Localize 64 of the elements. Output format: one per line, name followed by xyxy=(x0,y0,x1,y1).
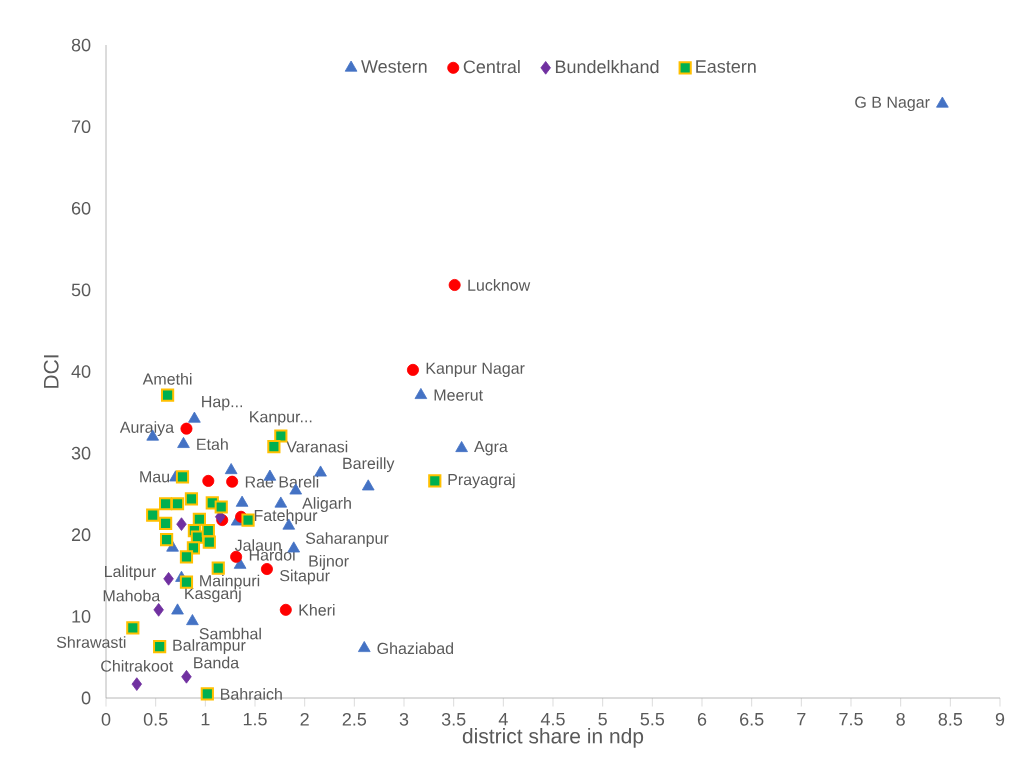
x-tick-label: 6 xyxy=(697,712,707,726)
y-tick-label: 0 xyxy=(81,691,91,705)
annotation: Bahraich xyxy=(221,688,282,700)
annotation: Meerut xyxy=(434,389,483,401)
x-tick-label: 8 xyxy=(896,712,905,726)
x-tick-label: 5 xyxy=(598,712,607,726)
annotation: Sambhal xyxy=(199,627,261,640)
annotation: Banda xyxy=(194,656,240,669)
annotation: Mau xyxy=(140,471,170,483)
x-tick-label: 7.5 xyxy=(839,712,863,726)
y-tick-label: 10 xyxy=(72,610,91,623)
annotation: Kanpur... xyxy=(250,411,312,426)
x-axis-title: district share in ndp xyxy=(462,728,644,748)
legend-label: Western xyxy=(361,60,427,73)
legend-label: Central xyxy=(463,59,520,74)
annotation: Jalaun xyxy=(234,539,281,551)
y-tick-label: 20 xyxy=(71,528,91,542)
annotation: G B Nagar xyxy=(855,96,930,112)
legend-label: Bundelkhand xyxy=(555,59,659,74)
annotation: Hardoi xyxy=(249,548,295,561)
y-tick-label: 50 xyxy=(71,283,91,297)
annotation: Kheri xyxy=(299,603,335,616)
x-tick-label: 0 xyxy=(101,712,111,726)
annotation: Bijnor xyxy=(309,555,349,570)
annotation: Amethi xyxy=(142,373,192,385)
x-tick-label: 8.5 xyxy=(938,712,963,726)
y-tick-label: 60 xyxy=(71,201,91,215)
x-tick-label: 2.5 xyxy=(342,712,367,726)
annotation: Bareilly xyxy=(343,457,395,473)
annotation: Lucknow xyxy=(468,279,531,291)
y-tick-label: 30 xyxy=(71,446,91,460)
y-axis-title: DCI xyxy=(43,355,59,388)
annotation: Agra xyxy=(474,441,508,456)
annotation: Hap... xyxy=(202,396,243,411)
x-tick-label: 1 xyxy=(201,712,210,726)
x-tick-label: 0.5 xyxy=(143,712,168,726)
y-tick-label: 80 xyxy=(71,38,91,52)
x-tick-label: 1.5 xyxy=(243,712,267,726)
x-tick-label: 2 xyxy=(300,712,309,726)
annotation: Lalitpur xyxy=(105,565,156,581)
legend-label: Eastern xyxy=(696,60,756,73)
y-tick-label: 70 xyxy=(71,120,91,134)
annotation: Saharanpur xyxy=(305,532,389,548)
annotation: Shrawasti xyxy=(56,636,126,648)
annotation: Etah xyxy=(197,438,228,451)
x-tick-label: 4.5 xyxy=(540,712,565,726)
x-tick-label: 3.5 xyxy=(441,712,466,726)
annotation: Sitapur xyxy=(280,569,330,585)
annotation: Auraiya xyxy=(119,421,175,437)
x-tick-label: 5.5 xyxy=(640,712,665,726)
annotation: Mahoba xyxy=(103,589,161,602)
x-tick-label: 4 xyxy=(498,712,508,726)
annotation: Ghaziabad xyxy=(377,642,454,655)
x-tick-label: 6.5 xyxy=(740,712,764,726)
annotation: Varanasi xyxy=(286,440,348,453)
x-tick-label: 3 xyxy=(399,712,409,726)
x-tick-label: 9 xyxy=(995,712,1005,726)
x-tick-label: 7 xyxy=(797,712,806,726)
annotation: Kanpur Nagar xyxy=(426,362,525,378)
annotation: Balrampur xyxy=(173,639,246,655)
y-tick-label: 40 xyxy=(71,365,91,378)
annotation: Prayagraj xyxy=(448,473,515,489)
annotation: Rae Bareli xyxy=(245,475,319,488)
annotation: Chitrakoot xyxy=(101,659,174,672)
